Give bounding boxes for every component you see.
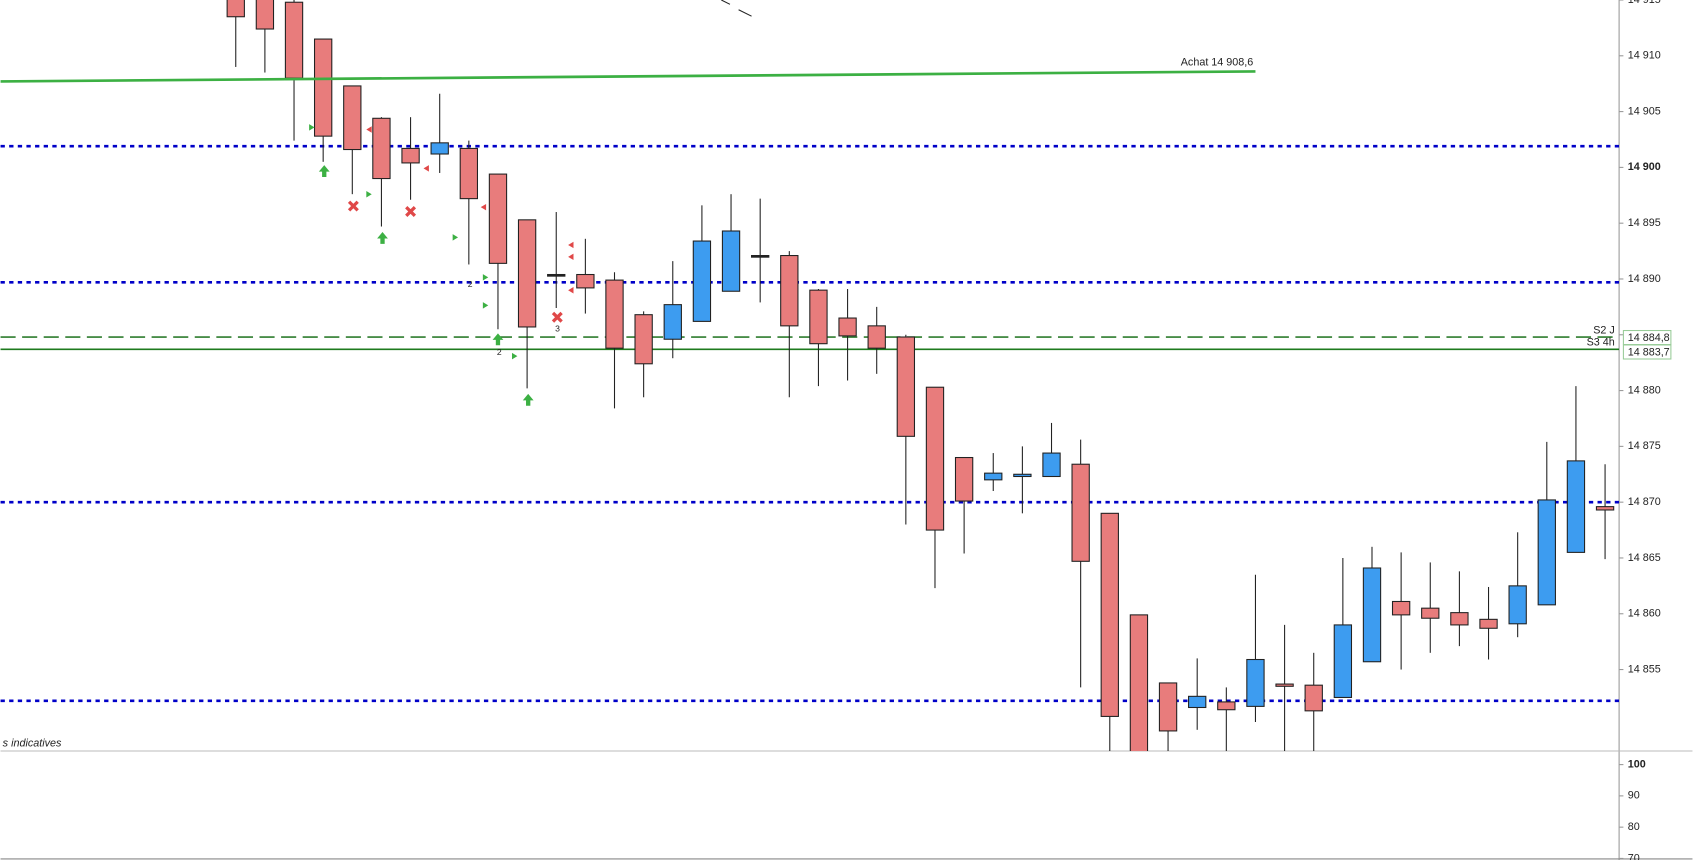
candle-body (1566, 460, 1586, 553)
y-tick-label: 14 895 (1628, 217, 1661, 229)
candle-body (954, 456, 974, 502)
candle-body (517, 219, 537, 328)
candle-body (1042, 452, 1061, 478)
candle-body (1071, 463, 1090, 562)
y-tick-label: 14 875 (1628, 440, 1661, 452)
candle-body (1217, 701, 1236, 711)
candle-body (372, 117, 391, 180)
price-panel (0, 0, 1620, 752)
candle-body (1246, 658, 1265, 707)
candle-body (459, 147, 479, 200)
trendline-label: Achat 14 908,6 (1181, 57, 1254, 69)
y-tick-label: 100 (1628, 758, 1646, 770)
candle-body (1421, 607, 1440, 619)
candle-body (284, 1, 304, 79)
candle-body (1158, 682, 1178, 732)
candle-body (1537, 499, 1556, 606)
candle-body (1129, 614, 1149, 752)
candle-body (896, 336, 916, 437)
y-tick-label: 14 900 (1628, 161, 1661, 173)
candle-body (1595, 506, 1615, 511)
annotation: 2 (497, 347, 502, 357)
candle-body (925, 386, 945, 531)
y-tick-label: 90 (1628, 790, 1640, 802)
candle-body (838, 317, 857, 337)
buy-arrow (377, 231, 388, 244)
candle-body (721, 230, 741, 292)
candle-body (1275, 683, 1294, 687)
level-value-label: 14 883,7 (1628, 346, 1670, 358)
candle-body (1304, 684, 1323, 712)
sell-cross (405, 206, 417, 217)
buy-arrow (492, 333, 504, 346)
candle-body (634, 314, 653, 365)
candle-body (1479, 618, 1498, 629)
y-tick-label: 14 890 (1628, 273, 1661, 285)
candle-body (576, 273, 595, 289)
candle-body (663, 304, 682, 340)
candle-body (255, 0, 275, 30)
y-tick-label: 14 865 (1628, 552, 1661, 564)
candle-body (313, 38, 333, 137)
y-tick-label: 80 (1628, 821, 1640, 833)
candle-body (1188, 695, 1207, 709)
y-tick-label: 14 880 (1628, 384, 1661, 396)
sell-cross (347, 200, 359, 212)
y-tick-label: 14 915 (1628, 0, 1661, 6)
candle-body (401, 147, 420, 164)
y-tick-label: 14 855 (1628, 663, 1661, 675)
candle-body (488, 173, 508, 264)
candle-body (1508, 585, 1527, 625)
candle-body (867, 325, 886, 349)
sell-cross (551, 311, 563, 323)
candle-body (984, 472, 1003, 481)
buy-arrow (318, 165, 330, 177)
candle-body (430, 142, 449, 155)
trendline (0, 70, 1256, 83)
drawing-line (738, 9, 752, 17)
candle-body (605, 279, 624, 349)
candle-body (547, 273, 566, 277)
candle-body (1100, 512, 1119, 717)
candle-body (1391, 600, 1411, 616)
level-name: S3 4h (1587, 337, 1615, 349)
candle-body (1333, 624, 1353, 698)
candle-body (226, 0, 245, 18)
candle-body (343, 85, 362, 151)
drawing-line (721, 0, 731, 5)
signal-markers: 2 2 3 (309, 124, 574, 406)
level-name: S2 J (1593, 324, 1615, 336)
footer-text: s indicatives (3, 737, 62, 749)
level-value-label: 14 884,8 (1628, 332, 1670, 344)
candle-body (809, 289, 828, 345)
candle-body (692, 240, 712, 322)
candle-body (751, 255, 770, 258)
candle-body (1362, 567, 1382, 663)
level-label-box (1622, 344, 1672, 360)
buy-arrow (522, 393, 534, 406)
annotation: 2 (468, 279, 473, 289)
y-tick-label: 14 905 (1628, 105, 1661, 117)
annotation: 3 (555, 323, 560, 333)
candle-body (780, 255, 799, 327)
candle-body (1450, 612, 1469, 626)
y-tick-label: 14 870 (1628, 496, 1661, 508)
y-tick-label: 14 860 (1628, 608, 1661, 620)
y-tick-label: 70 (1628, 852, 1640, 860)
y-tick-label: 14 910 (1628, 50, 1661, 62)
candle-body (1013, 473, 1032, 478)
